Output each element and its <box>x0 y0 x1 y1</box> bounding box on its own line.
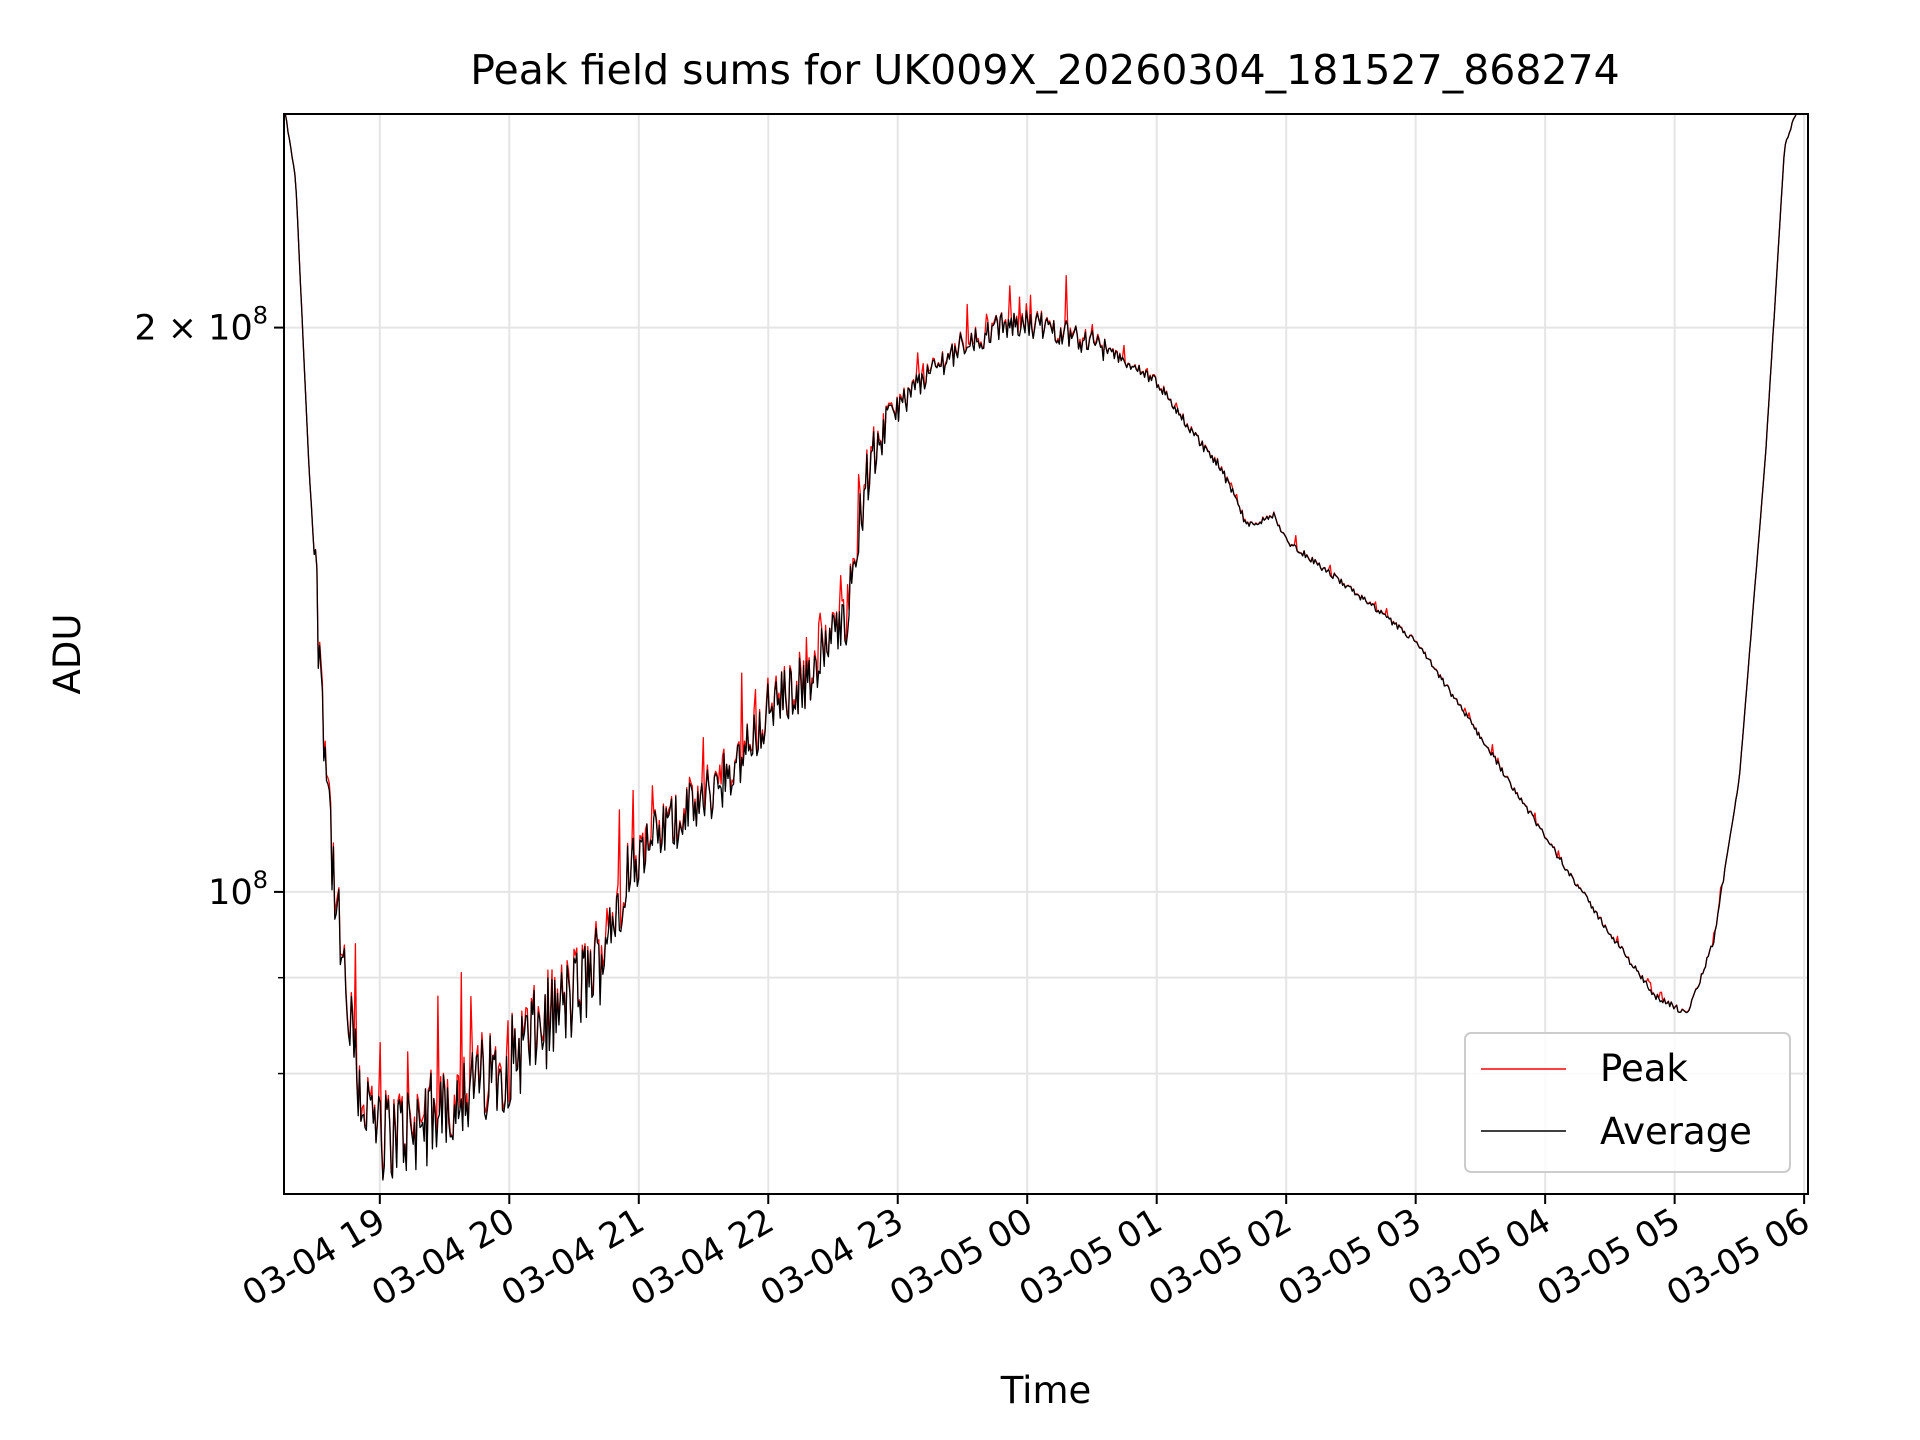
y-tick-label: 2 × 108 <box>134 302 268 349</box>
series-line-average <box>284 113 1798 1181</box>
plot-area <box>284 113 1798 1181</box>
y-tick-label: 108 <box>208 866 268 913</box>
y-tick-label-base: 10 <box>208 873 253 913</box>
y-tick-label-exponent: 8 <box>253 302 268 330</box>
axes-frame <box>283 113 1809 1195</box>
x-axis-label: Time <box>1000 1369 1092 1412</box>
chart-title: Peak field sums for UK009X_20260304_1815… <box>470 46 1619 94</box>
legend-peak-label: Peak <box>1600 1047 1688 1090</box>
legend: Peak Average <box>1464 1032 1791 1173</box>
y-tick-label-exponent: 8 <box>253 866 268 894</box>
y-tick-label-base: 2 × 10 <box>134 309 252 349</box>
y-axis-label: ADU <box>46 614 89 695</box>
grid <box>284 114 1808 1194</box>
legend-average-label: Average <box>1600 1110 1752 1153</box>
legend-box <box>1464 1032 1791 1173</box>
